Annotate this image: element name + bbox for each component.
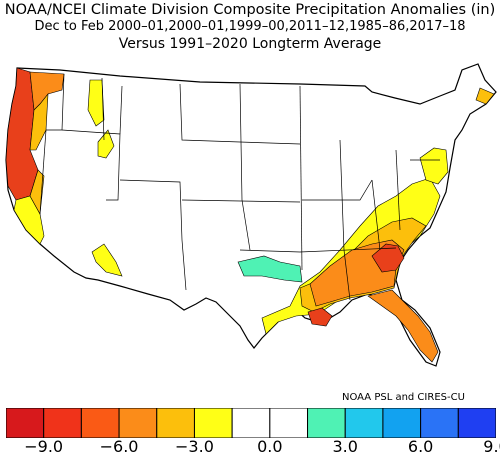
legend-swatch [269, 408, 309, 438]
legend-swatch [156, 408, 195, 438]
legend-swatch [80, 408, 120, 438]
legend-swatch [457, 408, 496, 438]
color-legend-bar [6, 408, 496, 438]
new-england-dry-slight [419, 147, 449, 185]
legend-swatch [43, 408, 82, 438]
legend-tick-label: 0.0 [257, 437, 283, 456]
legend-swatch [118, 408, 158, 438]
legend-swatch [231, 408, 271, 438]
map-title: NOAA/NCEI Climate Division Composite Pre… [4, 2, 496, 18]
legend-swatch [382, 408, 422, 438]
legend-tick-label: 6.0 [407, 437, 434, 456]
us-climate-division-map [5, 63, 497, 367]
legend-swatch [193, 408, 233, 438]
florida-dry-moderate [367, 289, 439, 363]
legend-swatch [420, 408, 459, 438]
texas-wet-slight [237, 255, 303, 283]
legend-tick-label: 3.0 [332, 437, 358, 456]
legend-tick-label: −3.0 [175, 437, 214, 456]
maine-dry-light [475, 87, 495, 105]
map-subtitle: Dec to Feb 2000–01,2000–01,1999–00,2011–… [34, 19, 466, 34]
legend-swatch [307, 408, 346, 438]
nevada-dry-slight [97, 129, 115, 159]
credit-label: NOAA PSL and CIRES-CU [342, 392, 465, 403]
idaho-dry-slight [87, 79, 105, 127]
arizona-dry-slight [91, 243, 123, 277]
carolinas-dry-strong [371, 243, 405, 273]
map-baseline: Versus 1991–2020 Longterm Average [118, 36, 382, 52]
legend-tick-label: −6.0 [99, 437, 139, 456]
legend-swatch [344, 408, 384, 438]
legend-tick-label: 9.0 [483, 437, 500, 456]
state-boundaries [39, 73, 440, 301]
legend-tick-label: −9.0 [24, 437, 64, 456]
louisiana-dry-strong [307, 307, 333, 327]
legend-swatch [6, 408, 45, 438]
